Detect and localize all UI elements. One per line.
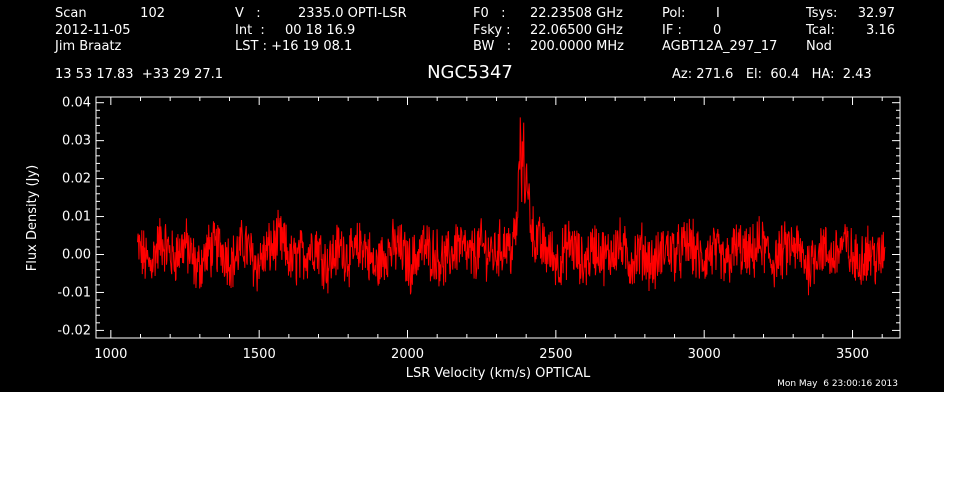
project-id: AGBT12A_297_17 xyxy=(662,39,778,54)
int-label: Int : xyxy=(235,23,265,38)
scan-label: Scan xyxy=(55,6,87,21)
fsky-value: 22.06500 GHz xyxy=(530,23,623,38)
lst-value: LST : +16 19 08.1 xyxy=(235,39,353,54)
plot-panel: Scan 102 V : 2335.0 OPTI-LSR F0 : 22.235… xyxy=(0,0,944,392)
y-tick-label: 0.01 xyxy=(62,210,91,225)
source-coordinates: 13 53 17.83 +33 29 27.1 xyxy=(55,67,224,82)
y-tick-label: 0.03 xyxy=(62,134,91,149)
plot-frame xyxy=(95,96,901,339)
x-tick-label: 1000 xyxy=(94,347,127,362)
y-tick-label: -0.01 xyxy=(57,285,91,300)
pol-label: Pol: xyxy=(662,6,686,21)
observation-date: 2012-11-05 xyxy=(55,23,131,38)
if-value: 0 xyxy=(713,23,722,38)
fsky-label: Fsky : xyxy=(473,23,511,38)
if-label: IF : xyxy=(662,23,682,38)
az-el-ha: Az: 271.6 El: 60.4 HA: 2.43 xyxy=(672,67,872,82)
scan-number: 102 xyxy=(140,6,165,21)
bw-value: 200.0000 MHz xyxy=(530,39,624,54)
y-tick-label: -0.02 xyxy=(57,323,91,338)
y-axis-label: Flux Density (Jy) xyxy=(25,165,40,271)
tcal-label: Tcal: xyxy=(806,23,835,38)
axis-layer: 1000 1500 2000 2500 3000 3500 -0.02 -0.01 0.00 0.… xyxy=(57,96,900,362)
tcal-value: 3.16 xyxy=(866,23,895,38)
velocity-value: 2335.0 OPTI-LSR xyxy=(298,6,407,21)
observer-name: Jim Braatz xyxy=(55,39,122,54)
source-name: NGC5347 xyxy=(427,62,513,83)
x-tick-label: 2000 xyxy=(391,347,424,362)
y-tick-label: 0.04 xyxy=(62,96,91,111)
spectrum-chart: 1000 1500 2000 2500 3000 3500 -0.02 -0.01 0.00 0.… xyxy=(25,96,901,381)
x-axis-label: LSR Velocity (km/s) OPTICAL xyxy=(406,366,591,381)
f0-label: F0 : xyxy=(473,6,506,21)
x-tick-label: 1500 xyxy=(243,347,276,362)
x-tick-label: 3000 xyxy=(688,347,721,362)
spectrum-trace xyxy=(137,117,886,296)
y-tick-label: 0.02 xyxy=(62,172,91,187)
trace-layer xyxy=(137,117,886,296)
tsys-value: 32.97 xyxy=(857,6,895,21)
pol-value: I xyxy=(716,6,720,21)
velocity-label: V : xyxy=(235,6,261,21)
x-tick-label: 3500 xyxy=(836,347,869,362)
y-tick-label: 0.00 xyxy=(62,248,91,263)
observing-mode: Nod xyxy=(806,39,832,54)
tsys-label: Tsys: xyxy=(806,6,838,21)
int-value: 00 18 16.9 xyxy=(285,23,356,38)
bw-label: BW : xyxy=(473,39,512,54)
x-tick-label: 2500 xyxy=(539,347,572,362)
plot-timestamp: Mon May 6 23:00:16 2013 xyxy=(777,379,898,389)
f0-value: 22.23508 GHz xyxy=(530,6,623,21)
